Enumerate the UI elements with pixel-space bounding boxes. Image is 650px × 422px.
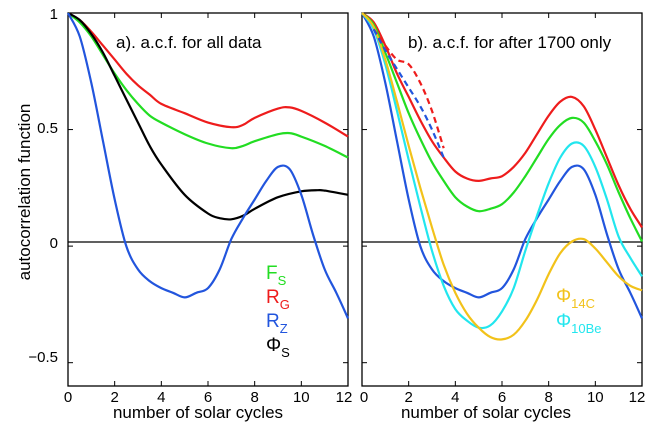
panel-a-y-tick-1: 1 <box>50 6 58 23</box>
legend-entry-rz: RZ <box>266 311 288 336</box>
panel-b-x-tick-0: 0 <box>360 389 368 406</box>
y-axis-label: autocorrelation function <box>15 104 34 281</box>
panel-a-x-tick-8: 8 <box>251 389 259 406</box>
panel-a-x-axis-label: number of solar cycles <box>113 403 283 422</box>
legend-phi14c-sub: 14C <box>571 296 595 311</box>
legend-entry-phi14c: Φ14C <box>556 286 595 311</box>
panel-a-x-tick-6: 6 <box>204 389 212 406</box>
panel-b: b). a.c.f. for after 1700 only 0 2 4 6 8… <box>360 12 646 422</box>
panel-a-series-fs <box>67 12 349 159</box>
panel-a-x-tick-4: 4 <box>157 389 165 406</box>
panel-a: a). a.c.f. for all data 1 0.5 0 −0.5 0 2… <box>28 6 352 422</box>
panel-a-series <box>67 12 350 319</box>
legend-phi10be-sub: 10Be <box>571 321 601 336</box>
legend-fs-sub: S <box>278 273 287 288</box>
panel-b-series-rg-dashed <box>372 28 445 149</box>
legend-entry-phis: ΦS <box>266 335 290 360</box>
panel-b-x-tick-2: 2 <box>405 389 413 406</box>
panel-b-x-axis-label: number of solar cycles <box>401 403 571 422</box>
panel-a-y-tick-0: 0 <box>50 235 58 252</box>
panel-b-series <box>361 12 644 341</box>
legend-phis-main: Φ <box>266 335 281 356</box>
panel-b-series-rg <box>361 12 643 229</box>
legend-rg-sub: G <box>280 297 290 312</box>
panel-b-series-rz <box>361 12 644 319</box>
panel-b-x-tick-8: 8 <box>545 389 553 406</box>
panel-b-x-tick-4: 4 <box>451 389 459 406</box>
panel-a-legend: FS RG RZ ΦS <box>266 263 290 360</box>
legend-entry-phi10be: Φ10Be <box>556 311 602 336</box>
legend-fs-main: F <box>266 263 278 284</box>
panel-a-x-tick-12: 12 <box>336 389 353 406</box>
panel-b-series-fs <box>361 12 643 242</box>
panel-a-y-tick-0.5: 0.5 <box>37 120 58 137</box>
panel-a-x-tick-2: 2 <box>111 389 119 406</box>
panel-a-x-tick-10: 10 <box>293 389 310 406</box>
panel-b-x-tick-6: 6 <box>498 389 506 406</box>
panel-a-frame <box>67 12 349 387</box>
panel-b-legend: Φ14C Φ10Be <box>556 286 602 336</box>
panel-b-x-tick-10: 10 <box>587 389 604 406</box>
panel-a-ticks <box>67 12 349 386</box>
legend-phi14c-main: Φ <box>556 286 571 307</box>
panel-b-series-rz-dashed <box>372 28 445 158</box>
legend-phis-sub: S <box>281 345 290 360</box>
panel-a-title: a). a.c.f. for all data <box>116 33 262 52</box>
legend-rz-main: R <box>266 311 280 332</box>
legend-rg-main: R <box>266 287 280 308</box>
panel-a-x-tick-0: 0 <box>64 389 72 406</box>
panel-a-y-tick-neg0.5: −0.5 <box>28 349 58 366</box>
legend-entry-rg: RG <box>266 287 290 312</box>
legend-phi10be-main: Φ <box>556 311 571 332</box>
panel-a-series-rz <box>67 12 350 319</box>
panel-b-ticks <box>361 12 643 386</box>
panel-b-x-tick-12: 12 <box>629 389 646 406</box>
legend-entry-fs: FS <box>266 263 287 288</box>
panel-b-series-phi10be <box>361 12 643 330</box>
panel-b-title: b). a.c.f. for after 1700 only <box>408 33 612 52</box>
legend-rz-sub: Z <box>280 321 288 336</box>
panel-a-series-rg <box>67 12 349 138</box>
panel-b-series-phi14c <box>361 12 643 341</box>
